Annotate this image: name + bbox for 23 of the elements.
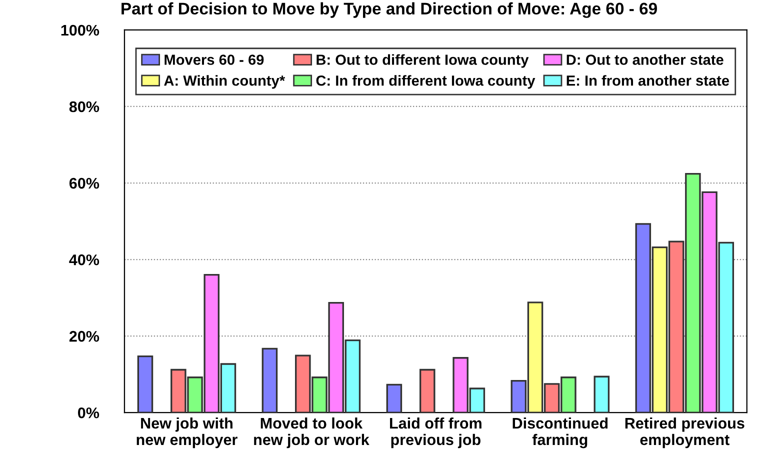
x-tick-label: Laid off from previous job xyxy=(390,417,482,448)
legend-label: C: In from different Iowa county xyxy=(316,75,536,89)
y-tick-label: 80% xyxy=(69,101,100,112)
y-tick-label: 20% xyxy=(69,330,100,342)
legend-label: B: Out to different Iowa county xyxy=(316,54,529,68)
bar xyxy=(137,356,154,413)
legend-label: D: Out to another state xyxy=(566,54,724,65)
y-tick-label: 100% xyxy=(61,24,100,36)
legend-label: Movers 60 - 69 xyxy=(164,54,264,65)
y-tick-label: 60% xyxy=(69,178,100,189)
y-tick-label: 40% xyxy=(69,254,100,266)
bar xyxy=(386,384,402,413)
y-tick-label: 0% xyxy=(78,407,100,418)
chart-title: Part of Decision to Move by Type and Direction of Move: Age 60 - 69 xyxy=(122,2,657,18)
legend-label: A: Within county* xyxy=(164,75,286,89)
bar xyxy=(419,368,436,413)
bar xyxy=(262,348,278,413)
bar xyxy=(594,376,610,413)
x-tick-label: Discontinued farming xyxy=(512,417,608,448)
x-tick-label: New job with new employer xyxy=(136,417,238,448)
legend-label: E: In from another state xyxy=(566,75,730,86)
x-tick-label: Retired previous employment xyxy=(625,417,744,448)
x-tick-label: Moved to look new job or work xyxy=(254,417,370,448)
